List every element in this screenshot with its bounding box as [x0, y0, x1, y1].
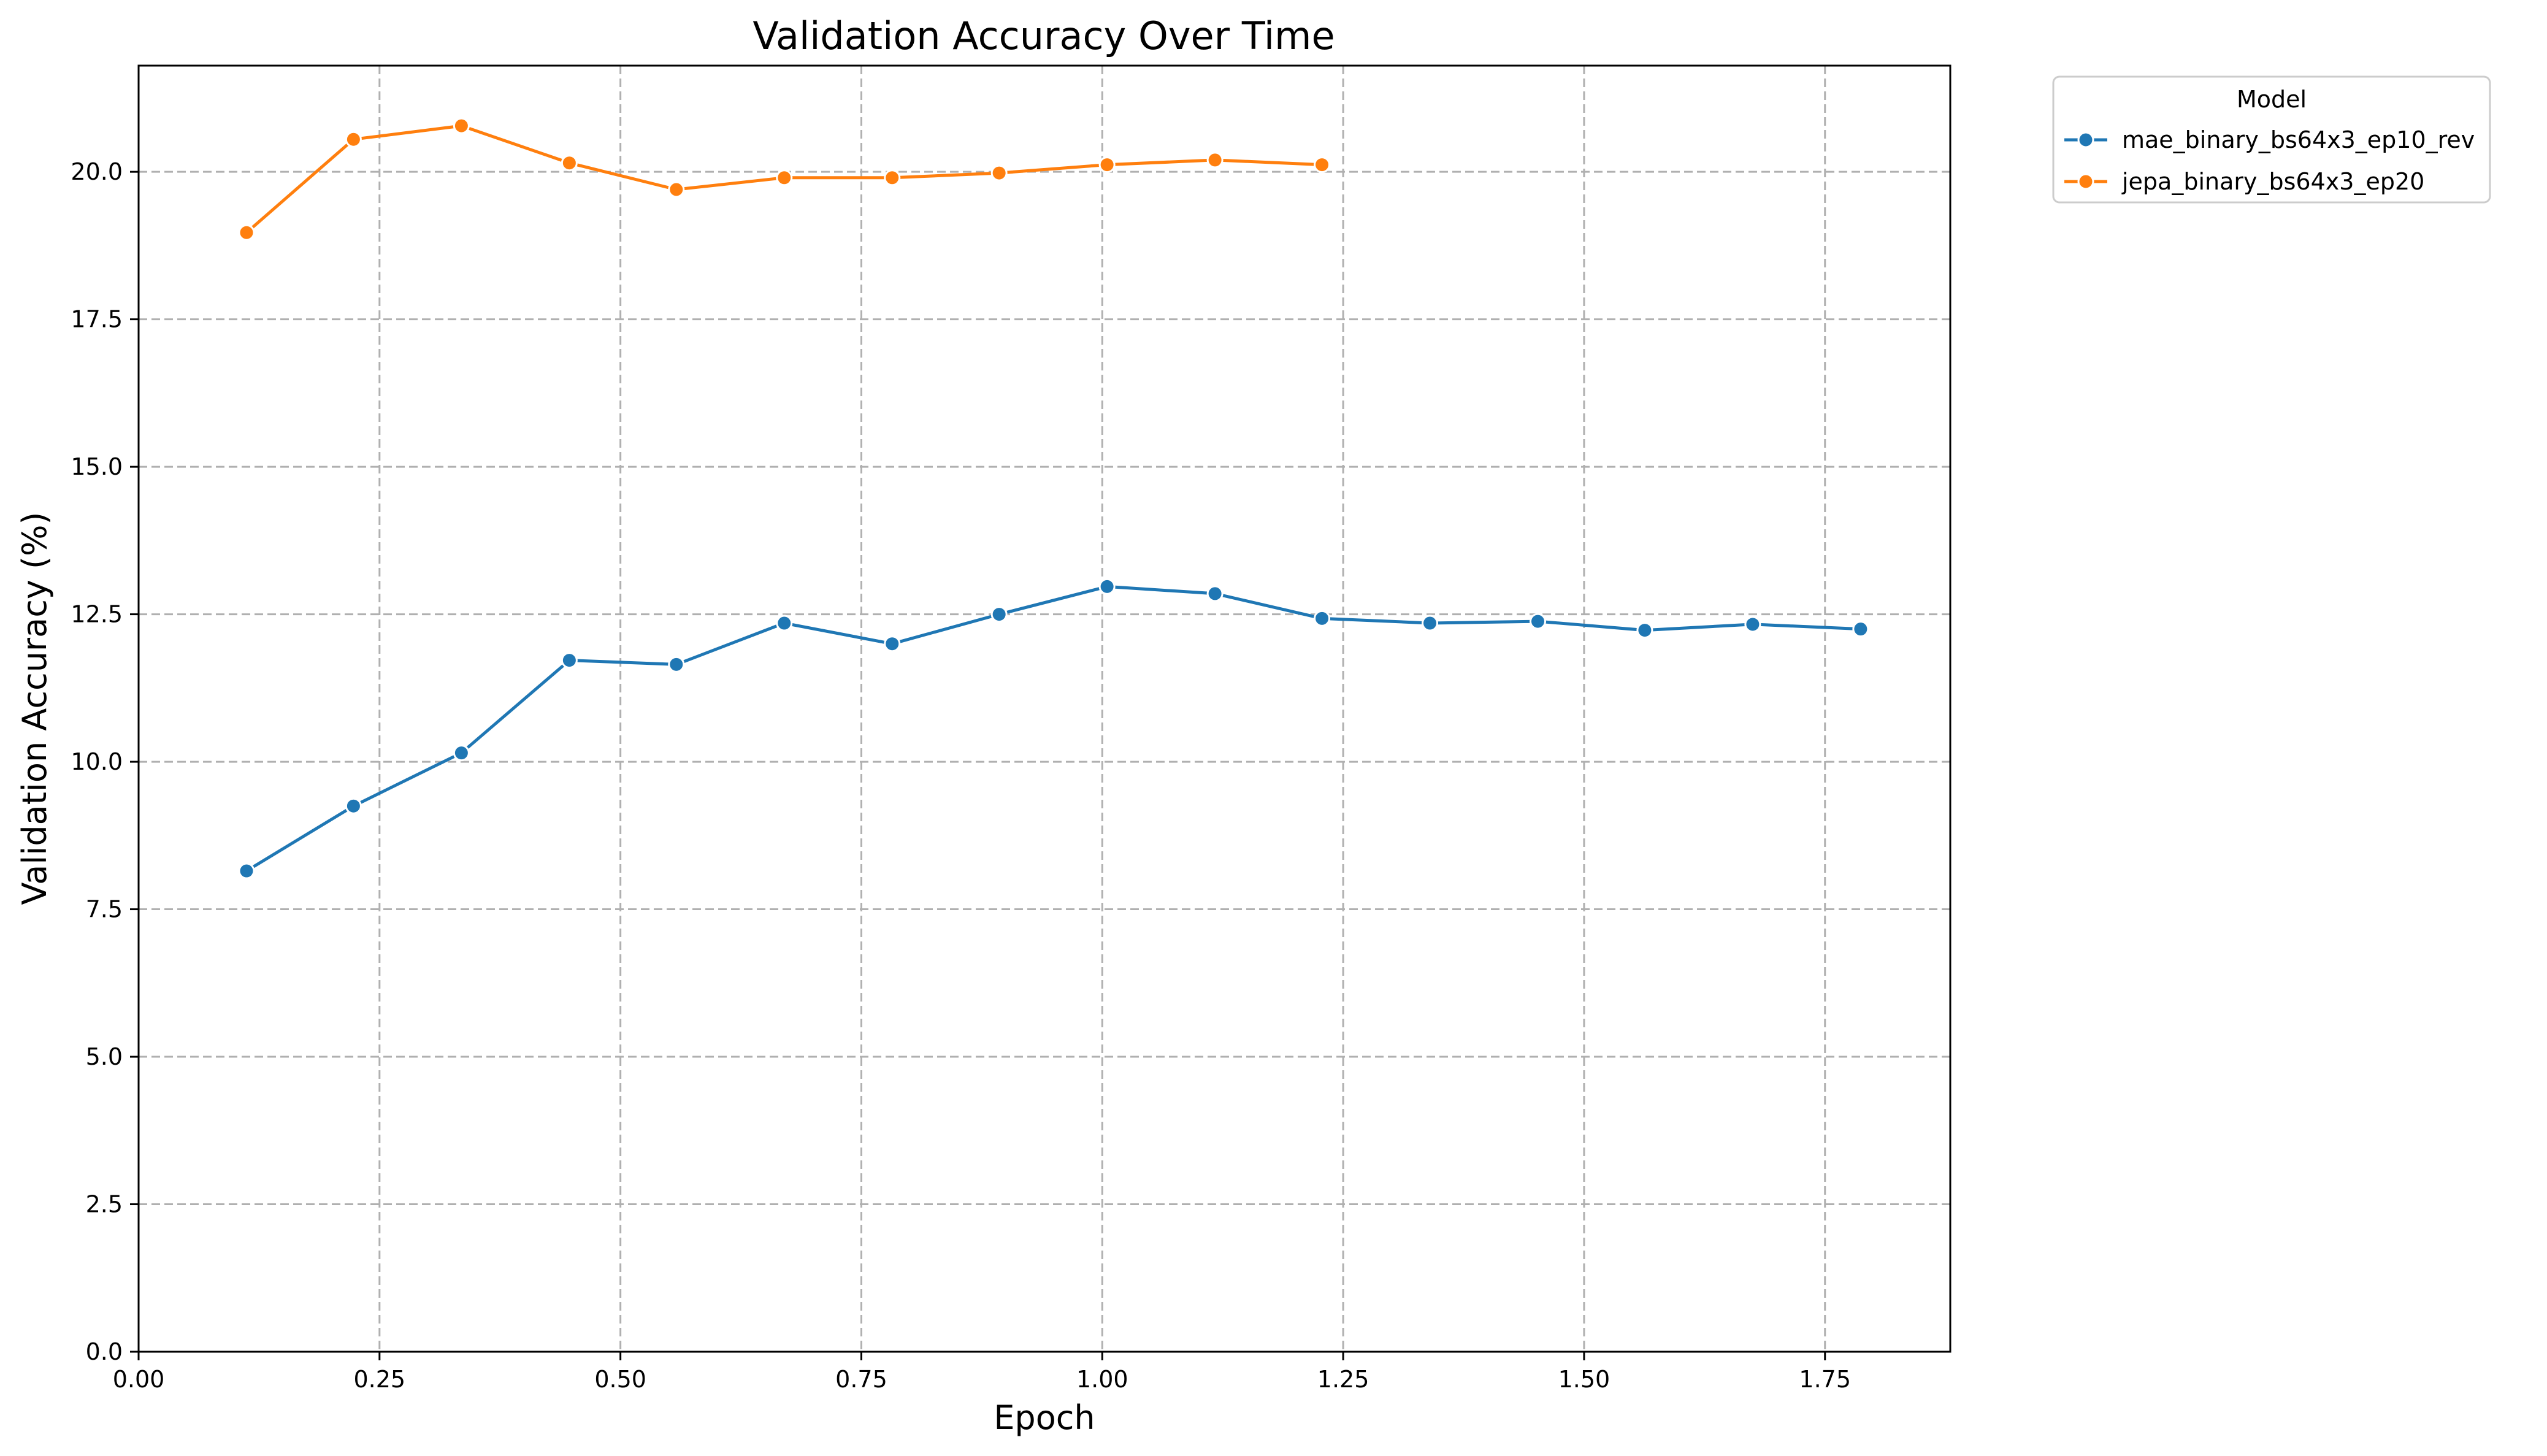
data-point [668, 181, 685, 198]
data-point [1314, 156, 1331, 174]
y-tick-label: 2.5 [86, 1191, 123, 1218]
y-tick-label: 12.5 [71, 601, 123, 628]
legend-entry: jepa_binary_bs64x3_ep20 [2064, 168, 2424, 195]
data-point [238, 224, 255, 241]
plot-frame [137, 64, 1951, 1353]
y-tick-label: 0.0 [86, 1338, 123, 1365]
data-point [776, 615, 793, 632]
x-tick-label: 0.75 [835, 1366, 887, 1393]
x-tick-label: 0.25 [354, 1366, 406, 1393]
y-tick-label: 20.0 [71, 158, 123, 185]
data-point [1098, 156, 1116, 174]
data-point [1529, 613, 1546, 630]
data-point [561, 652, 578, 669]
x-tick-label: 1.25 [1317, 1366, 1369, 1393]
data-point [1422, 615, 1439, 632]
series-line [245, 584, 1861, 873]
legend-title: Model [2237, 86, 2307, 113]
data-point [884, 635, 901, 653]
data-point [345, 797, 362, 814]
data-point [1852, 621, 1869, 638]
x-tick-label: 1.00 [1076, 1366, 1128, 1393]
data-point [1098, 578, 1116, 595]
data-point [1636, 622, 1653, 639]
data-point [668, 656, 685, 673]
data-point [238, 862, 255, 879]
x-tick-label: 0.50 [594, 1366, 646, 1393]
legend-marker [2077, 173, 2094, 190]
y-tick-label: 15.0 [71, 453, 123, 480]
legend-entries: mae_binary_bs64x3_ep10_rev jepa_binary_bs… [2064, 126, 2475, 195]
y-tick-label: 5.0 [86, 1043, 123, 1070]
x-tick-label: 1.50 [1558, 1366, 1611, 1393]
data-point [453, 117, 470, 134]
chart-title: Validation Accuracy Over Time [753, 13, 1335, 58]
data-point [453, 745, 470, 762]
data-point [1206, 151, 1224, 169]
series-1 [238, 117, 1331, 241]
data-point [776, 169, 793, 186]
y-axis-ticks: 0.0 2.5 5.0 7.5 10.0 12.5 15.0 17.5 20.0 [71, 158, 139, 1365]
data-point [1206, 585, 1224, 602]
y-tick-label: 7.5 [86, 896, 123, 923]
y-tick-label: 10.0 [71, 748, 123, 775]
series-layer [238, 117, 1869, 879]
data-point [1744, 616, 1761, 633]
legend-label: mae_binary_bs64x3_ep10_rev [2122, 126, 2475, 153]
data-point [1314, 610, 1331, 627]
legend-entry: mae_binary_bs64x3_ep10_rev [2064, 126, 2475, 153]
series-0 [238, 578, 1869, 879]
data-point [990, 164, 1008, 182]
legend-box [2052, 75, 2491, 204]
x-tick-label: 0.00 [113, 1366, 165, 1393]
legend: Model mae_binary_bs64x3_ep10_rev jepa_bin… [2052, 75, 2491, 204]
data-point [345, 131, 362, 148]
legend-marker [2077, 131, 2094, 148]
data-point [884, 169, 901, 186]
data-point [561, 155, 578, 172]
x-axis-label: Epoch [994, 1398, 1095, 1437]
x-tick-label: 1.75 [1799, 1366, 1851, 1393]
y-tick-label: 17.5 [71, 306, 123, 333]
legend-label: jepa_binary_bs64x3_ep20 [2121, 168, 2424, 195]
x-axis-ticks: 0.00 0.25 0.50 0.75 1.00 1.25 1.50 1.75 [113, 1352, 1851, 1393]
data-point [990, 606, 1008, 623]
y-axis-label: Validation Accuracy (%) [15, 512, 54, 905]
